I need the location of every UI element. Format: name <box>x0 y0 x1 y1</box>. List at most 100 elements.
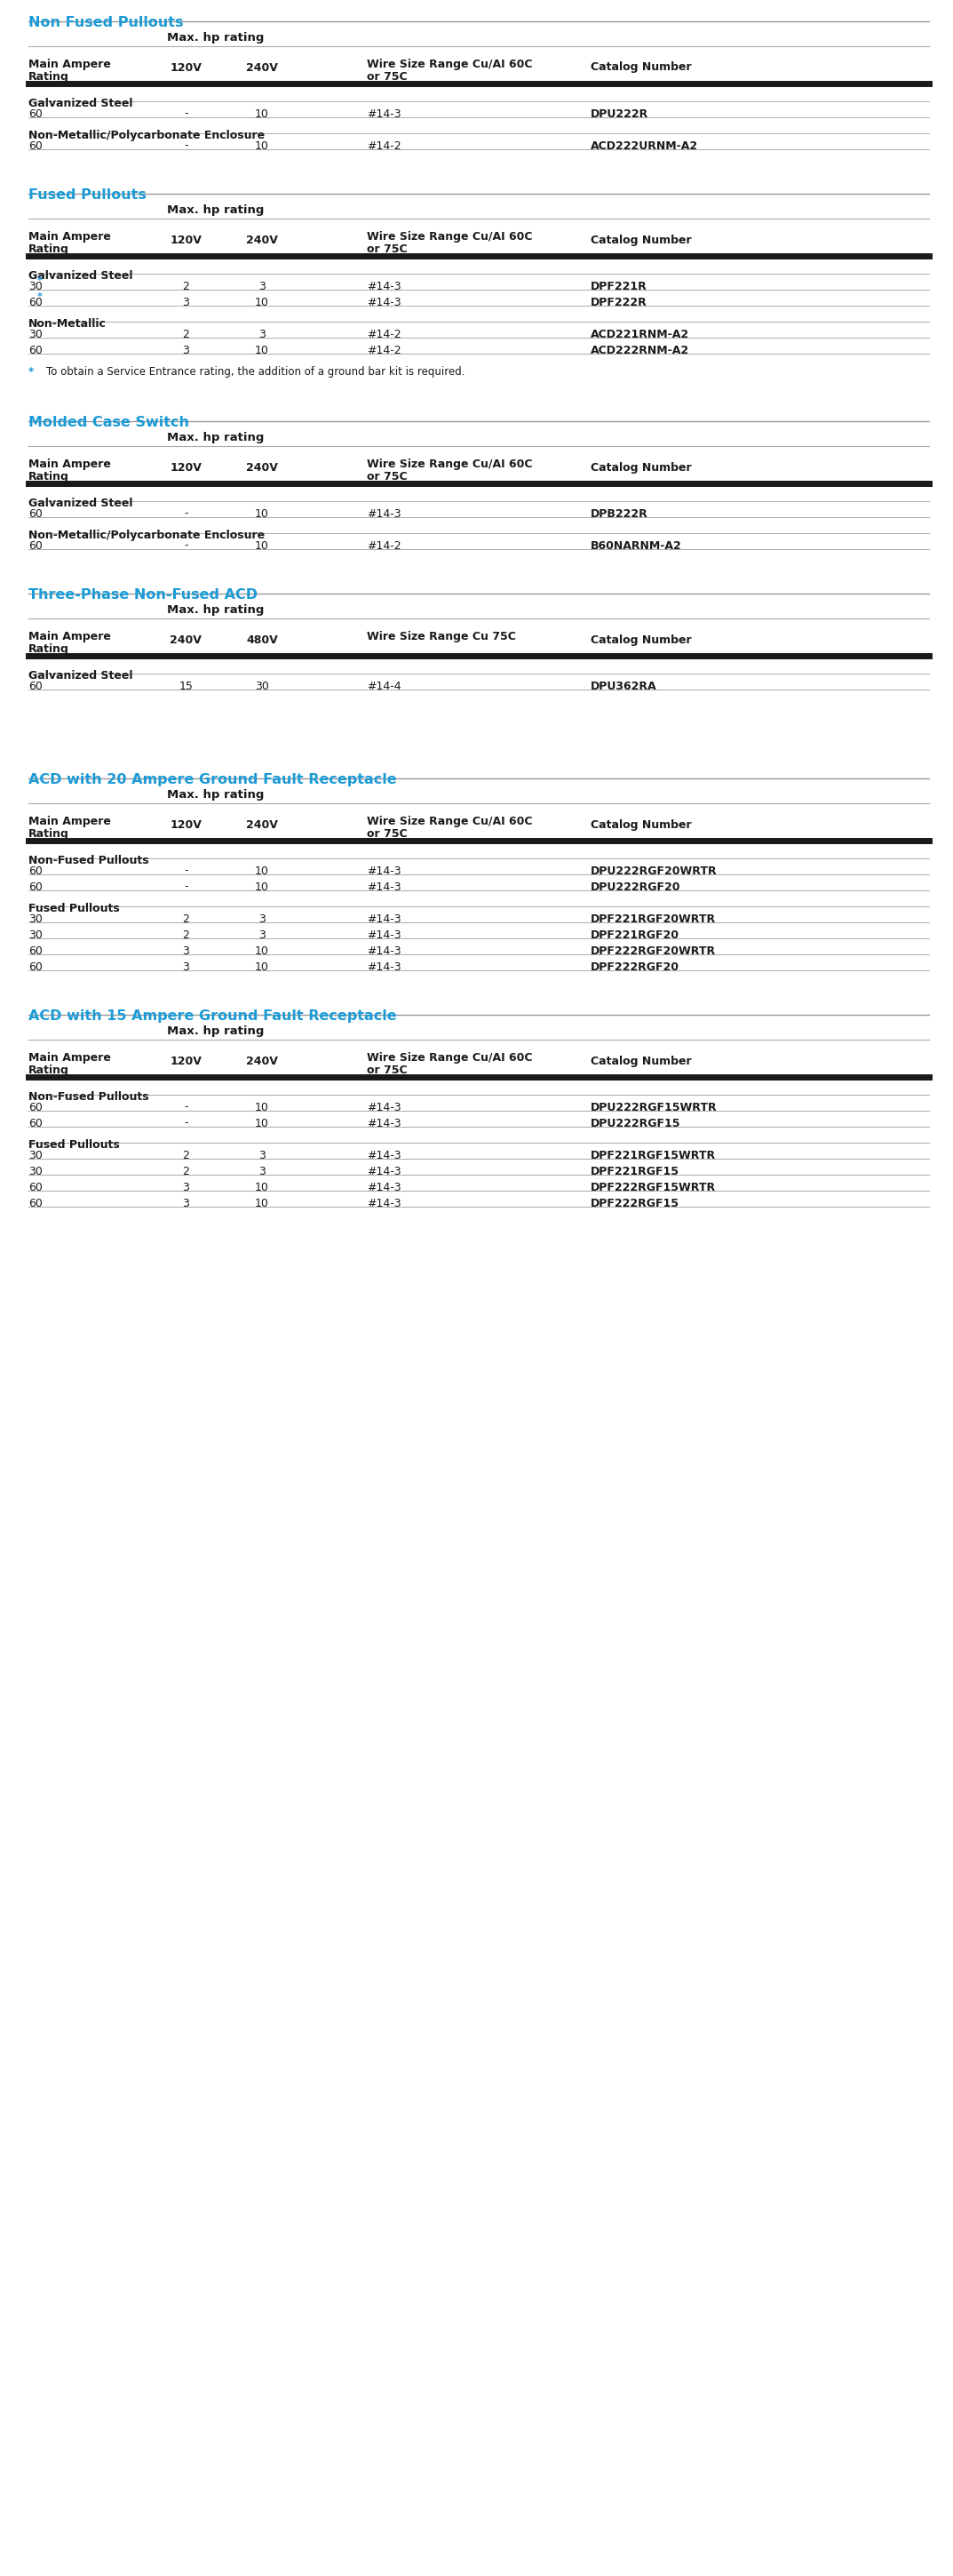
Text: Rating: Rating <box>29 245 70 255</box>
Text: -: - <box>184 108 188 118</box>
Text: Catalog Number: Catalog Number <box>591 461 692 474</box>
Text: 3: 3 <box>182 961 190 974</box>
Text: Fused Pullouts: Fused Pullouts <box>29 902 120 914</box>
Text: 10: 10 <box>255 108 269 118</box>
Text: Wire Size Range Cu/AI 60C: Wire Size Range Cu/AI 60C <box>367 459 533 469</box>
Text: 3: 3 <box>258 912 266 925</box>
Text: 10: 10 <box>255 1103 269 1113</box>
Text: #14-3: #14-3 <box>367 1164 401 1177</box>
Text: Main Ampere: Main Ampere <box>29 817 112 827</box>
Text: 30: 30 <box>29 930 43 940</box>
Text: #14-3: #14-3 <box>367 912 401 925</box>
Text: 240V: 240V <box>246 62 278 72</box>
Text: DPF222RGF15: DPF222RGF15 <box>591 1198 679 1208</box>
Text: #14-3: #14-3 <box>367 866 401 876</box>
Text: 240V: 240V <box>246 1056 278 1066</box>
Text: #14-3: #14-3 <box>367 945 401 956</box>
Text: DPU222R: DPU222R <box>591 108 649 118</box>
Text: 60: 60 <box>29 866 43 876</box>
Text: Max. hp rating: Max. hp rating <box>167 31 264 44</box>
Text: 2: 2 <box>182 912 190 925</box>
Text: 2: 2 <box>182 1149 190 1162</box>
Text: #14-3: #14-3 <box>367 930 401 940</box>
Text: ACD with 15 Ampere Ground Fault Receptacle: ACD with 15 Ampere Ground Fault Receptac… <box>29 1010 396 1023</box>
Text: Non-Metallic/Polycarbonate Enclosure: Non-Metallic/Polycarbonate Enclosure <box>29 531 265 541</box>
Text: 30: 30 <box>29 327 43 340</box>
Text: 60: 60 <box>29 680 43 693</box>
Text: 10: 10 <box>255 507 269 520</box>
Text: 3: 3 <box>258 1164 266 1177</box>
Text: #14-3: #14-3 <box>367 1198 401 1208</box>
Text: -: - <box>184 507 188 520</box>
Text: Three-Phase Non-Fused ACD: Three-Phase Non-Fused ACD <box>29 587 258 603</box>
Text: -: - <box>184 866 188 876</box>
Text: Wire Size Range Cu/AI 60C: Wire Size Range Cu/AI 60C <box>367 232 533 242</box>
Text: Rating: Rating <box>29 827 70 840</box>
Text: Non-Fused Pullouts: Non-Fused Pullouts <box>29 855 149 866</box>
Text: 10: 10 <box>255 961 269 974</box>
Text: ACD with 20 Ampere Ground Fault Receptacle: ACD with 20 Ampere Ground Fault Receptac… <box>29 773 396 786</box>
Text: or 75C: or 75C <box>367 72 408 82</box>
Text: #14-3: #14-3 <box>367 1149 401 1162</box>
Text: Max. hp rating: Max. hp rating <box>167 204 264 216</box>
Text: DPF221RGF15WRTR: DPF221RGF15WRTR <box>591 1149 717 1162</box>
Text: -: - <box>184 1118 188 1128</box>
Text: Fused Pullouts: Fused Pullouts <box>29 1139 120 1151</box>
Text: DPU222RGF15: DPU222RGF15 <box>591 1118 681 1128</box>
Text: DPU362RA: DPU362RA <box>591 680 658 693</box>
Text: 3: 3 <box>258 327 266 340</box>
Text: 60: 60 <box>29 1118 43 1128</box>
Text: #14-3: #14-3 <box>367 281 401 291</box>
Text: or 75C: or 75C <box>367 245 408 255</box>
Text: ACD222URNM-A2: ACD222URNM-A2 <box>591 139 699 152</box>
Text: #14-3: #14-3 <box>367 1182 401 1193</box>
Text: 3: 3 <box>258 930 266 940</box>
Text: Main Ampere: Main Ampere <box>29 459 112 469</box>
Text: 120V: 120V <box>170 461 202 474</box>
Text: or 75C: or 75C <box>367 827 408 840</box>
Text: Rating: Rating <box>29 1064 70 1077</box>
Text: Catalog Number: Catalog Number <box>591 634 692 647</box>
Text: Max. hp rating: Max. hp rating <box>167 605 264 616</box>
Text: 3: 3 <box>258 1149 266 1162</box>
Text: Fused Pullouts: Fused Pullouts <box>29 188 147 201</box>
Text: or 75C: or 75C <box>367 1064 408 1077</box>
Text: -: - <box>184 541 188 551</box>
Text: 10: 10 <box>255 1198 269 1208</box>
Text: Wire Size Range Cu/AI 60C: Wire Size Range Cu/AI 60C <box>367 1051 533 1064</box>
Text: 60: 60 <box>29 961 43 974</box>
Text: 30: 30 <box>29 1164 43 1177</box>
Text: Galvanized Steel: Galvanized Steel <box>29 98 133 108</box>
Text: 60: 60 <box>29 296 43 309</box>
Text: -: - <box>184 881 188 891</box>
Text: 120V: 120V <box>170 1056 202 1066</box>
Text: Non-Fused Pullouts: Non-Fused Pullouts <box>29 1092 149 1103</box>
Text: #14-2: #14-2 <box>367 345 401 355</box>
Text: Main Ampere: Main Ampere <box>29 232 112 242</box>
Text: #14-3: #14-3 <box>367 108 401 118</box>
Text: #14-2: #14-2 <box>367 139 401 152</box>
Text: ACD221RNM-A2: ACD221RNM-A2 <box>591 327 690 340</box>
Text: 2: 2 <box>182 1164 190 1177</box>
Text: 2: 2 <box>182 930 190 940</box>
Text: 120V: 120V <box>170 62 202 72</box>
Text: *: * <box>29 366 34 379</box>
Text: or 75C: or 75C <box>367 471 408 482</box>
Text: *: * <box>37 291 43 301</box>
Text: DPF222RGF15WRTR: DPF222RGF15WRTR <box>591 1182 717 1193</box>
Text: 3: 3 <box>182 945 190 956</box>
Text: Main Ampere: Main Ampere <box>29 631 112 641</box>
Text: 60: 60 <box>29 1198 43 1208</box>
Text: #14-3: #14-3 <box>367 507 401 520</box>
Text: Wire Size Range Cu/AI 60C: Wire Size Range Cu/AI 60C <box>367 817 533 827</box>
Text: 240V: 240V <box>170 634 202 647</box>
Text: 120V: 120V <box>170 234 202 245</box>
Text: Molded Case Switch: Molded Case Switch <box>29 415 190 430</box>
Text: 60: 60 <box>29 1182 43 1193</box>
Text: Catalog Number: Catalog Number <box>591 1056 692 1066</box>
Text: 480V: 480V <box>246 634 278 647</box>
Text: 10: 10 <box>255 139 269 152</box>
Text: Galvanized Steel: Galvanized Steel <box>29 270 133 281</box>
Text: #14-2: #14-2 <box>367 327 401 340</box>
Text: #14-3: #14-3 <box>367 296 401 309</box>
